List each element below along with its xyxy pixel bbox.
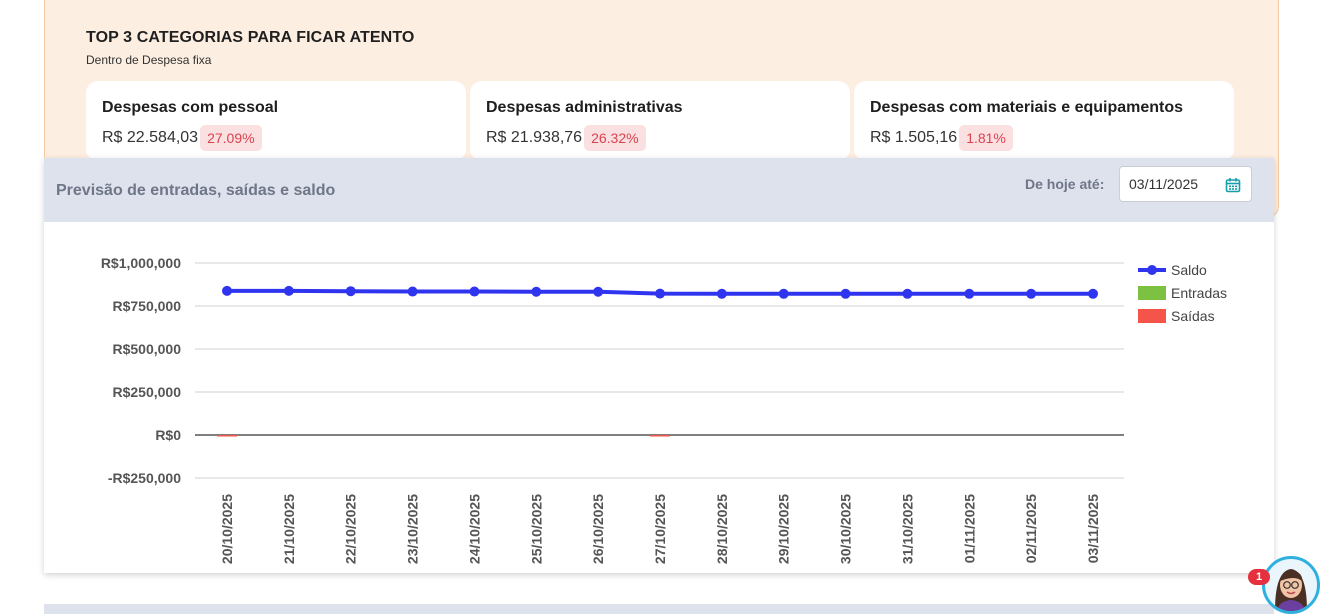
saldo-point [345,286,356,297]
saldo-point [469,286,480,297]
y-tick-label: R$1,000,000 [101,255,181,271]
legend-saidas-swatch [1138,309,1166,323]
saldo-point [593,286,604,297]
saldo-point [531,286,542,297]
date-label: De hoje até: [1025,176,1105,192]
category-card: Despesas com materiais e equipamentos R$… [854,81,1234,161]
category-percent-badge: 27.09% [200,125,262,151]
assistant-avatar[interactable] [1262,556,1320,614]
category-amount: R$ 22.584,03 [102,129,199,146]
category-name: Despesas administrativas [486,99,683,116]
category-amount: R$ 1.505,16 [870,129,958,146]
saldo-point [655,288,665,299]
x-tick-label: 26/10/2025 [590,494,606,564]
assistant-face-icon [1275,569,1307,611]
legend-saldo-label: Saldo [1171,262,1207,278]
saldo-point [283,285,294,296]
x-tick-label: 20/10/2025 [219,494,235,564]
saidas-bar [650,435,670,437]
saldo-point [840,288,851,299]
category-percent-badge: 1.81% [959,125,1013,151]
category-percent-badge: 26.32% [584,125,646,151]
forecast-chart: R$1,000,000 R$750,000 R$500,000 R$250,000 R$… [101,255,1227,564]
next-panel-header [44,604,1274,614]
x-tick-label: 22/10/2025 [343,494,359,564]
y-tick-label: R$500,000 [112,341,181,357]
y-tick-label: -R$250,000 [108,470,181,486]
saldo-point [1088,288,1098,299]
forecast-chart-panel: Previsão de entradas, saídas e saldo De … [44,158,1274,573]
saldo-point [407,286,418,297]
saldo-point [716,288,727,299]
y-tick-label: R$250,000 [112,384,181,400]
x-tick-label: 25/10/2025 [528,494,544,564]
x-tick-label: 21/10/2025 [281,494,297,564]
saldo-point [222,285,232,296]
category-card: Despesas administrativas R$ 21.938,76 26… [470,81,850,161]
x-tick-label: 01/11/2025 [961,494,977,564]
legend-entradas-swatch [1138,286,1166,300]
x-tick-label: 30/10/2025 [838,494,854,564]
y-tick-label: R$750,000 [112,298,181,314]
top-categories-title: TOP 3 CATEGORIAS PARA FICAR ATENTO [86,29,415,46]
forecast-title: Previsão de entradas, saídas e saldo [56,182,336,199]
legend-saidas-label: Saídas [1171,308,1215,324]
category-card: Despesas com pessoal R$ 22.584,03 27.09% [86,81,466,161]
top-categories-subtitle: Dentro de Despesa fixa [86,53,212,67]
category-name: Despesas com pessoal [102,99,279,116]
saldo-point [964,288,975,299]
saldo-point [1026,288,1037,299]
x-tick-label: 31/10/2025 [899,494,915,564]
notification-badge: 1 [1248,569,1270,585]
end-date-input[interactable]: 03/11/2025 [1119,166,1252,202]
x-tick-label: 28/10/2025 [714,494,730,564]
legend-entradas-label: Entradas [1171,285,1227,301]
x-tick-label: 23/10/2025 [405,494,421,564]
end-date-value[interactable]: 03/11/2025 [1129,176,1199,192]
x-tick-label: 24/10/2025 [466,494,482,564]
saidas-bar [217,435,237,437]
forecast-header: Previsão de entradas, saídas e saldo De … [44,158,1274,222]
x-tick-label: 29/10/2025 [776,494,792,564]
x-tick-label: 27/10/2025 [652,494,668,564]
category-name: Despesas com materiais e equipamentos [870,99,1184,116]
x-tick-label: 03/11/2025 [1085,494,1101,564]
x-tick-label: 02/11/2025 [1023,494,1039,564]
saldo-point [902,288,913,299]
calendar-icon[interactable] [1225,177,1241,198]
y-tick-label: R$0 [155,427,181,443]
saldo-point [778,288,789,299]
category-amount: R$ 21.938,76 [486,129,583,146]
legend-saldo-marker [1147,265,1157,275]
